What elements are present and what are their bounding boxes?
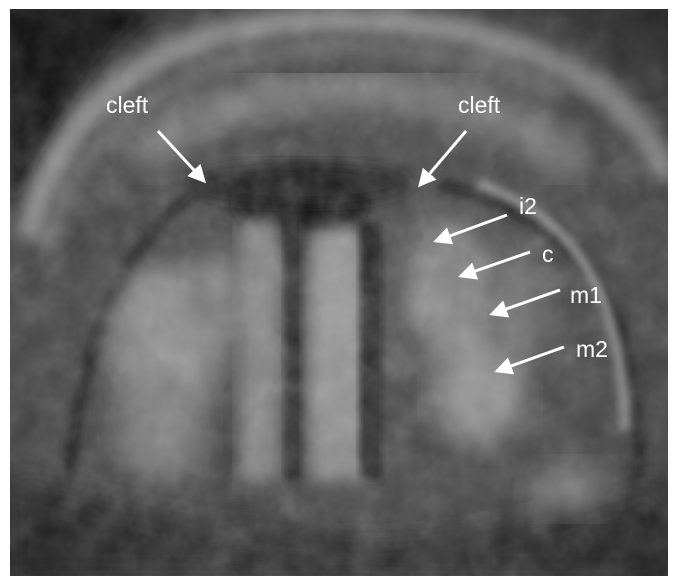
label-m1: m1 bbox=[570, 282, 602, 308]
arrow-i2 bbox=[433, 213, 508, 245]
arrow-cleft-right bbox=[418, 130, 468, 188]
label-i2: i2 bbox=[519, 193, 537, 219]
label-cleft-right: cleft bbox=[458, 92, 501, 118]
label-cleft-left: cleft bbox=[106, 92, 149, 118]
mri-scan-image bbox=[10, 9, 668, 576]
arrow-cleft-left bbox=[156, 129, 207, 184]
mri-image-frame: cleft cleft i2 c m1 m2 bbox=[10, 9, 668, 576]
annotation-layer: cleft cleft i2 c m1 m2 bbox=[106, 92, 608, 375]
arrow-m1 bbox=[489, 288, 561, 318]
label-c: c bbox=[542, 241, 554, 267]
label-m2: m2 bbox=[576, 336, 608, 362]
arrow-c bbox=[458, 250, 531, 280]
arrow-m2 bbox=[494, 345, 565, 375]
